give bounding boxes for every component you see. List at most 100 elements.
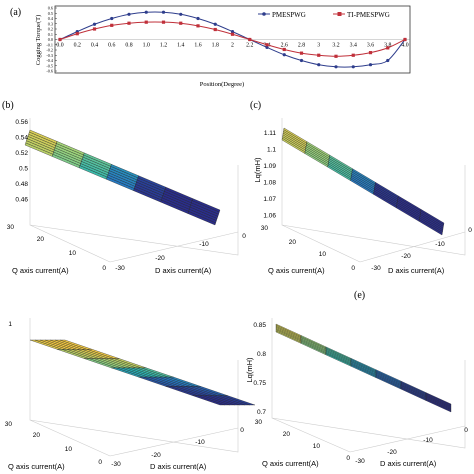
a-data-point — [196, 16, 200, 21]
e-d-tick-label: 0 — [464, 427, 468, 434]
panel-e-z-ticks: 0.85 0.8 0.75 0.7 — [253, 322, 266, 416]
legend-marker-pmespwg — [262, 12, 266, 16]
a-data-point — [92, 27, 97, 31]
a-y-tick-label: 0.4 — [48, 16, 54, 21]
c-d-tick-label: -10 — [435, 241, 445, 248]
a-data-point — [144, 20, 148, 24]
c-q-tick-label: 30 — [261, 225, 269, 232]
a-data-point — [334, 65, 338, 69]
a-data-point — [196, 24, 200, 28]
a-y-tick-label: 0.3 — [48, 21, 53, 26]
d-d-tick-label: -10 — [195, 439, 205, 446]
b-z-tick-label: 0.48 — [15, 181, 28, 188]
panel-e-ylabel: Q axis current(A) — [262, 459, 319, 468]
a-x-tick-label: 2.8 — [298, 43, 305, 49]
e-z-tick-label: 0.7 — [257, 409, 266, 416]
a-x-tick-label: 3.4 — [350, 43, 357, 49]
a-x-tick-label: 0.2 — [74, 43, 81, 49]
a-data-point — [317, 63, 321, 67]
a-y-tick-label: -0.4 — [46, 58, 54, 63]
a-data-point — [110, 23, 114, 27]
panel-b-z-ticks: 0.56 0.54 0.52 0.5 0.48 0.46 — [15, 119, 28, 204]
c-q-tick-label: 10 — [319, 251, 327, 258]
e-q-tick-label: 10 — [313, 443, 321, 450]
d-surface-patch — [222, 395, 256, 406]
panel-b-axes — [29, 118, 239, 263]
panel-b-floor-right — [109, 231, 239, 263]
panel-d-surface — [29, 339, 256, 406]
panel-b-back-wall — [29, 118, 239, 256]
a-x-tick-label: 4.0 — [401, 43, 408, 49]
panel-e-floor-front — [271, 417, 351, 453]
a-data-point — [179, 21, 183, 25]
panel-c-xlabel: D axis current(A) — [388, 266, 445, 275]
legend-label-pmespwg: PMESPWG — [272, 11, 306, 19]
panel-b-d-ticks: -30 -20 -10 0 — [115, 233, 246, 272]
a-data-point — [351, 53, 355, 57]
a-x-tick-label: 1.4 — [177, 43, 184, 49]
e-d-tick-label: -30 — [355, 458, 365, 465]
a-data-point — [230, 32, 235, 36]
panel-a-xlabel: Position(Degree) — [200, 81, 244, 88]
b-surface-patch — [187, 211, 216, 226]
a-data-point — [282, 53, 286, 57]
panel-c-d-ticks: -30 -20 -10 0 — [371, 227, 472, 272]
a-data-point — [161, 10, 166, 14]
a-x-tick-label: 3.2 — [332, 43, 339, 49]
panel-e-xlabel: D axis current(A) — [380, 459, 437, 468]
b-d-tick-label: -30 — [115, 265, 125, 272]
d-d-tick-label: -20 — [151, 452, 161, 459]
b-z-tick-label: 0.46 — [15, 197, 28, 204]
a-data-point — [127, 21, 131, 25]
panel-a-legend: PMESPWG TI-PMESPWG — [258, 11, 390, 19]
a-y-tick-label: -0.3 — [46, 53, 53, 58]
a-data-point — [265, 45, 269, 49]
a-data-point — [161, 20, 166, 24]
panel-b-floor-front — [29, 224, 111, 263]
a-data-point — [368, 63, 373, 67]
a-x-tick-label: 0.0 — [56, 43, 63, 49]
a-x-tick-label: 3.8 — [384, 43, 391, 49]
c-d-tick-label: 0 — [468, 227, 472, 234]
c-z-tick-label: 1.07 — [263, 196, 276, 203]
a-data-point — [75, 32, 79, 36]
panel-c-axes — [281, 118, 466, 263]
panel-b-label: (b) — [2, 100, 14, 111]
panel-a-y-ticks: 0.60.50.40.30.20.10.0-0.1-0.2-0.3-0.4-0.… — [46, 6, 57, 74]
a-series-ti-pmespwg — [58, 20, 407, 58]
a-data-point — [144, 10, 148, 14]
a-x-tick-label: 3.6 — [367, 43, 374, 49]
panel-c-z-ticks: 1.11 1.1 1.09 1.08 1.07 1.06 — [263, 130, 276, 220]
a-data-point — [127, 12, 131, 16]
a-x-tick-label: 2 — [231, 43, 234, 49]
panel-c-q-ticks: 30 20 10 0 — [261, 225, 356, 272]
e-z-tick-label: 0.85 — [253, 322, 266, 329]
c-z-tick-label: 1.08 — [263, 180, 276, 187]
a-data-point — [213, 27, 217, 32]
panel-d-z-ticks: 1 — [8, 321, 12, 328]
e-d-tick-label: -10 — [423, 437, 433, 444]
b-q-tick-label: 20 — [37, 236, 45, 243]
panel-b-ylabel: Q axis current(A) — [12, 266, 69, 275]
e-z-tick-label: 0.75 — [253, 380, 266, 387]
panel-e: (e) 0.85 0.8 0.75 0.7 30 20 10 0 -30 -20 -10 0 Lq… — [245, 290, 468, 468]
panel-b-xlabel: D axis current(A) — [155, 266, 212, 275]
a-data-point — [299, 51, 304, 55]
panel-e-surface — [275, 323, 452, 413]
a-y-tick-label: -0.5 — [46, 63, 53, 68]
panel-b-q-ticks: 30 20 10 0 — [7, 224, 107, 272]
b-q-tick-label: 10 — [69, 250, 77, 257]
a-y-tick-label: 0.1 — [48, 32, 53, 37]
a-series-line — [59, 21, 406, 57]
panel-a-series — [58, 10, 407, 69]
a-x-tick-label: 0.8 — [125, 43, 132, 49]
a-y-tick-label: 0.0 — [48, 37, 53, 42]
a-x-tick-label: 2.2 — [246, 43, 253, 49]
e-z-tick-label: 0.8 — [257, 351, 266, 358]
a-y-tick-label: 0.2 — [48, 27, 53, 32]
a-x-tick-label: 2.6 — [281, 43, 288, 49]
c-z-tick-label: 1.1 — [267, 147, 276, 154]
panel-a-x-ticks: 0.00.20.40.60.81.01.21.41.61.822.22.42.6… — [55, 39, 410, 49]
